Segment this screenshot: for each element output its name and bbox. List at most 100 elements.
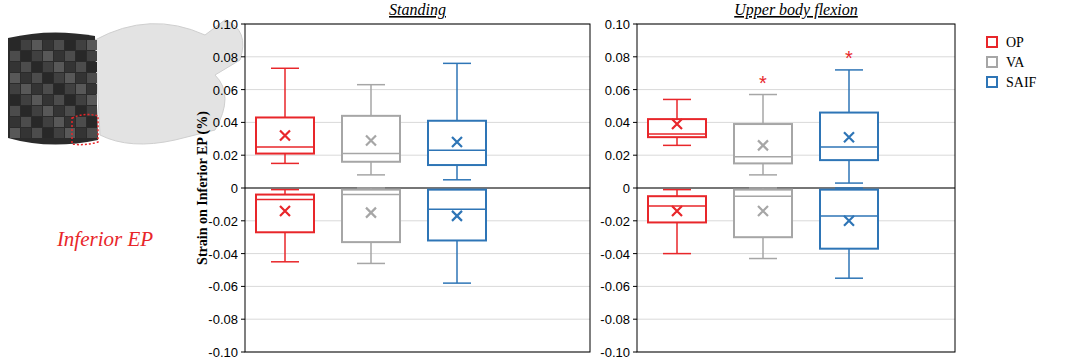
whisker-cap (443, 179, 471, 181)
mean-marker (758, 206, 768, 216)
mesh-cell (54, 84, 64, 94)
median-line (256, 146, 314, 148)
tick-mark (241, 286, 245, 287)
mesh-cell (65, 73, 75, 83)
mesh-cell (65, 95, 75, 105)
tick-label: 0.06 (605, 83, 630, 98)
mesh-cell (10, 40, 20, 50)
tick-mark (633, 286, 637, 287)
whisker-cap (749, 258, 777, 260)
mesh-cell (76, 117, 86, 127)
whisker-upper (848, 70, 850, 113)
median-line (256, 199, 314, 201)
plot-frame (637, 24, 955, 352)
tick-mark (241, 188, 245, 189)
grid-line (245, 89, 590, 90)
whisker-lower (762, 237, 764, 258)
whisker-cap (835, 277, 863, 279)
marks (256, 63, 486, 283)
tick-mark (633, 155, 637, 156)
tick-mark (241, 56, 245, 57)
tick-label: 0 (623, 181, 630, 196)
mesh-cell (76, 84, 86, 94)
whisker-cap (663, 145, 691, 147)
panel-title: Standing (389, 1, 446, 19)
region-label: Inferior EP (56, 227, 153, 251)
tick-label: 0.10 (605, 17, 630, 32)
mesh-cell (76, 95, 86, 105)
tick-mark (633, 188, 637, 189)
mesh-cell (54, 40, 64, 50)
whisker-cap (663, 189, 691, 191)
tick-mark (633, 89, 637, 90)
whisker-cap (663, 99, 691, 101)
grid-line (245, 188, 590, 189)
mesh-cell (87, 51, 97, 61)
whisker-lower (370, 162, 372, 175)
mesh-cell (10, 95, 20, 105)
mean-marker (280, 206, 290, 216)
whisker-cap (749, 94, 777, 96)
mesh-cell (54, 73, 64, 83)
panel: 0.100.080.060.040.020-0.02-0.04-0.06-0.0… (600, 1, 955, 359)
mean-marker (672, 119, 682, 129)
median-line (648, 205, 706, 207)
tick-mark (241, 253, 245, 254)
tick-mark (633, 220, 637, 221)
tick-label: 0.02 (605, 148, 630, 163)
mesh-cell (76, 40, 86, 50)
median-line (734, 156, 792, 158)
mesh-cell (54, 106, 64, 116)
mesh-cell (76, 73, 86, 83)
mesh-cell (43, 40, 53, 50)
median-line (820, 146, 878, 148)
box (648, 119, 706, 137)
whisker-lower (848, 160, 850, 183)
whisker-lower (456, 165, 458, 180)
mesh-cell (10, 73, 20, 83)
grid-line (637, 188, 955, 189)
mesh-cell (65, 62, 75, 72)
mean-marker (758, 140, 768, 150)
mesh-cell (21, 51, 31, 61)
mesh-cell (32, 117, 42, 127)
mesh-cell (87, 84, 97, 94)
whisker-cap (357, 187, 385, 189)
mesh-cell (10, 128, 20, 138)
tick-label: -0.08 (600, 312, 630, 327)
box (820, 113, 878, 161)
grid-line (245, 319, 590, 320)
box (342, 190, 400, 242)
mesh-cell (43, 62, 53, 72)
mesh-cell (10, 62, 20, 72)
mesh-cell (87, 95, 97, 105)
mesh-cell (87, 62, 97, 72)
whisker-lower (676, 137, 678, 145)
box (256, 195, 314, 233)
grid-line (637, 319, 955, 320)
tick-mark (633, 56, 637, 57)
mesh-cell (76, 128, 86, 138)
tick-label: 0.06 (213, 83, 238, 98)
box (734, 190, 792, 238)
legend-swatch (987, 57, 997, 67)
mesh-cell (21, 95, 31, 105)
whisker-lower (284, 154, 286, 164)
mesh-cell (10, 51, 20, 61)
tick-label: 0 (231, 181, 238, 196)
vertebra-body (8, 32, 98, 144)
mesh-cell (65, 117, 75, 127)
whisker-cap (271, 68, 299, 70)
whisker-upper (456, 63, 458, 120)
whisker-cap (835, 187, 863, 189)
tick-label: -0.10 (208, 345, 238, 359)
median-line (342, 153, 400, 155)
whisker-cap (357, 263, 385, 265)
box (428, 190, 486, 241)
mesh-cell (32, 62, 42, 72)
tick-label: 0.08 (605, 50, 630, 65)
median-line (428, 150, 486, 152)
mesh-cell (65, 51, 75, 61)
marks (648, 70, 878, 278)
whisker-cap (835, 182, 863, 184)
